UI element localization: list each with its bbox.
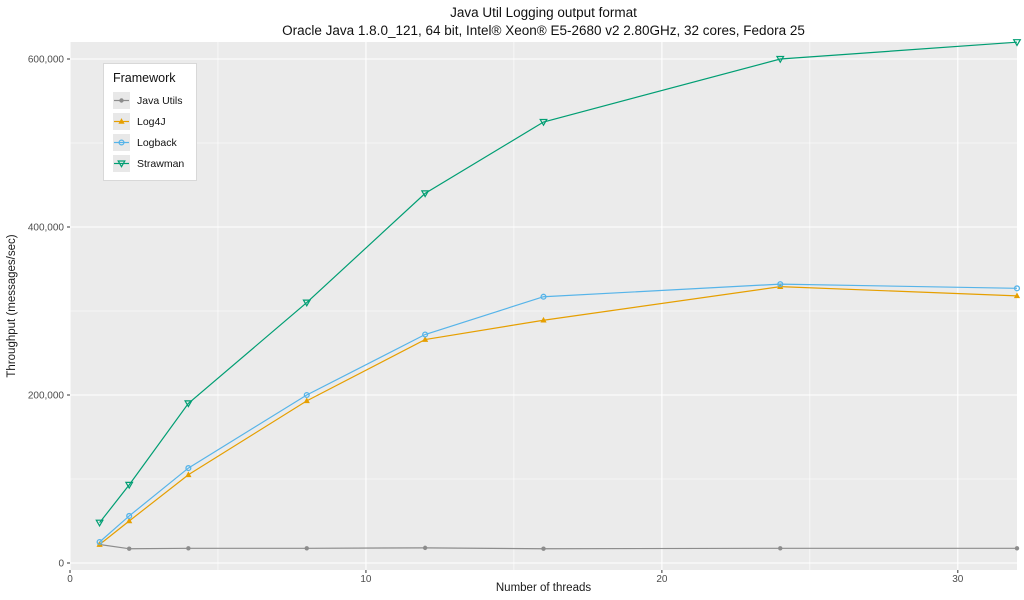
data-point-marker (119, 98, 124, 103)
data-point-marker (422, 331, 429, 338)
data-point-marker (185, 465, 192, 472)
series-line (99, 543, 1017, 550)
data-point-marker (540, 316, 547, 323)
y-tick-label: 0 (58, 559, 64, 570)
data-point-marker (422, 336, 429, 342)
legend-label: Java Utils (137, 94, 183, 107)
x-tick-label: 30 (952, 574, 964, 585)
y-tick-label: 600,000 (28, 55, 65, 66)
data-point-marker (117, 160, 126, 168)
data-point-marker (1013, 292, 1021, 299)
data-point-marker (126, 512, 133, 520)
gridlines (69, 42, 1017, 570)
x-tick-label: 20 (656, 574, 668, 585)
data-point-marker (302, 299, 312, 307)
legend-item-strawman: Strawman (113, 155, 184, 172)
series-line (99, 41, 1018, 524)
data-point-marker (541, 546, 546, 551)
data-point-marker (1014, 546, 1020, 551)
series-line (99, 286, 1018, 545)
data-point-marker (1012, 39, 1022, 47)
legend: Framework Java Utils Log4J Logback Strawman (103, 63, 198, 181)
data-point-marker (126, 517, 133, 524)
data-point-marker (540, 293, 547, 300)
legend-key-icon (113, 113, 130, 130)
series-strawman (95, 39, 1022, 528)
series-line (99, 283, 1018, 543)
chart-subtitle: Oracle Java 1.8.0_121, 64 bit, Intel® Xe… (282, 23, 805, 38)
legend-items: Java Utils Log4J Logback Strawman (113, 92, 184, 172)
y-tick-label: 200,000 (28, 391, 65, 402)
data-point-marker (185, 471, 192, 478)
legend-title: Framework (113, 71, 176, 85)
data-point-marker (184, 400, 193, 408)
y-tick-label: 400,000 (28, 223, 65, 234)
legend-item-logback: Logback (113, 134, 184, 151)
series-log4j (96, 283, 1021, 547)
data-point-marker (186, 546, 191, 551)
series-logback (96, 281, 1021, 546)
y-axis-label: Throughput (messages/sec) (6, 234, 18, 378)
plot-panel (70, 42, 1017, 570)
legend-item-java-utils: Java Utils (113, 92, 184, 109)
data-point-marker (775, 55, 785, 64)
axes: 0 10 20 30 0 200,000 400,000 600,000 (28, 55, 964, 586)
chart-title: Java Util Logging output format (450, 5, 637, 20)
legend-key-icon (113, 134, 130, 151)
data-point-marker (124, 481, 134, 490)
legend-label: Log4J (137, 115, 166, 128)
data-point-marker (126, 546, 132, 551)
x-tick-label: 0 (67, 574, 73, 585)
data-point-marker (96, 538, 103, 546)
data-point-marker (778, 546, 783, 551)
data-point-marker (304, 546, 309, 551)
data-point-marker (303, 397, 310, 404)
legend-key-icon (113, 92, 130, 109)
legend-label: Strawman (137, 157, 185, 170)
data-point-marker (420, 190, 430, 198)
legend-item-log4j: Log4J (113, 113, 184, 130)
x-axis-label: Number of threads (495, 582, 592, 594)
legend-key-icon (113, 155, 130, 172)
x-tick-label: 10 (360, 574, 372, 585)
data-point-marker (118, 139, 125, 146)
data-point-marker (118, 118, 125, 124)
legend-label: Logback (137, 136, 177, 149)
data-point-marker (95, 519, 104, 528)
data-point-marker (1013, 285, 1021, 292)
data-point-marker (539, 118, 548, 127)
data-point-marker (303, 391, 310, 399)
data-point-marker (422, 545, 428, 551)
data-point-marker (777, 281, 784, 288)
